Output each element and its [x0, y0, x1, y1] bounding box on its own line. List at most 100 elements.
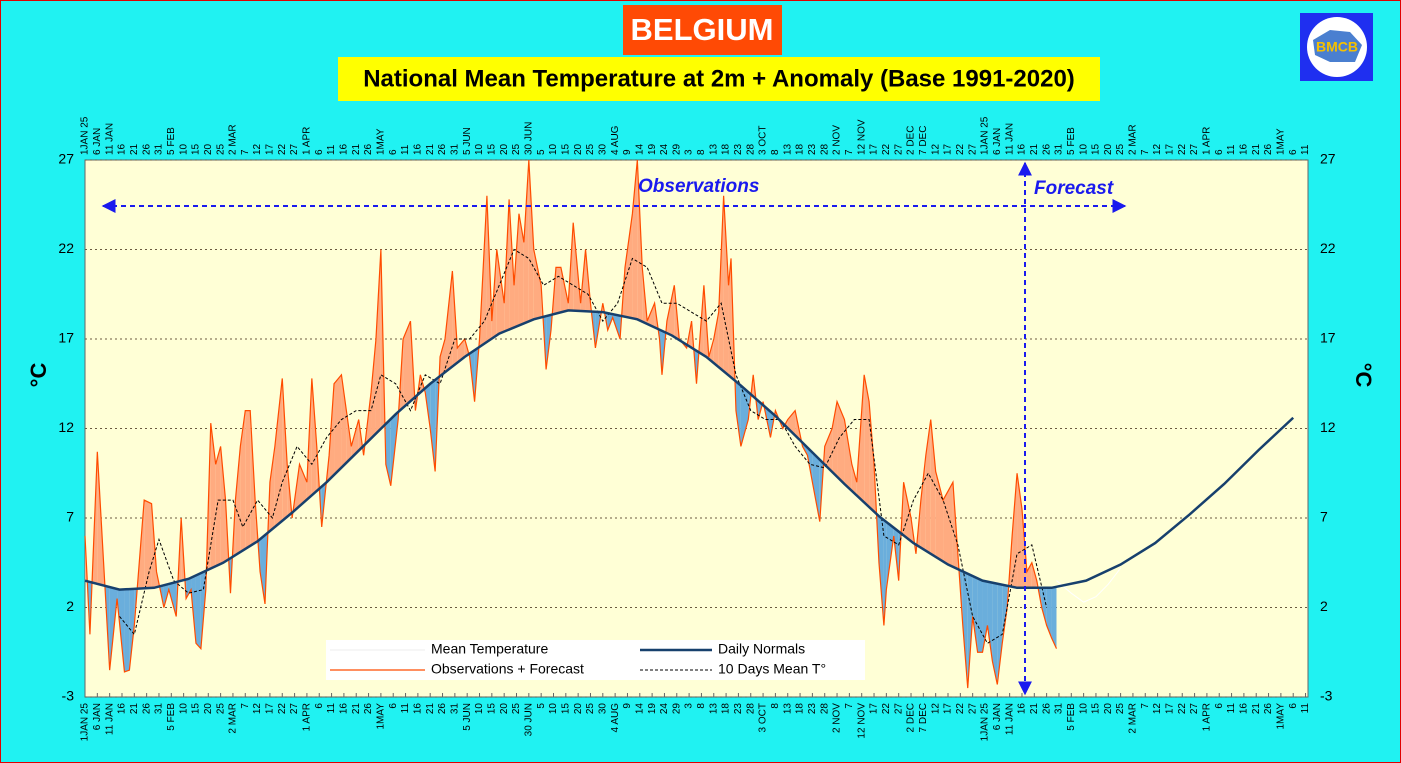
- anomaly-area: [457, 339, 465, 363]
- x-tick-label-top: 11: [326, 144, 337, 155]
- x-tick-label: 6: [388, 703, 399, 709]
- x-tick-label-top: 7: [844, 149, 855, 155]
- x-tick-label-top: 29: [671, 143, 682, 155]
- x-tick-label-top: 5: [536, 149, 547, 155]
- anomaly-area: [299, 464, 307, 507]
- y-tick-label: 12: [58, 419, 74, 435]
- x-tick-label: 10: [178, 703, 189, 715]
- y-tick-label: 27: [58, 151, 74, 167]
- x-tick-label: 6: [314, 703, 325, 709]
- x-tick-label: 17: [869, 703, 880, 715]
- x-tick-label-top: 27: [893, 143, 904, 155]
- x-tick-label-top: 21: [351, 143, 362, 155]
- legend-label: Observations + Forecast: [431, 661, 584, 677]
- x-tick-label-top: 10: [178, 143, 189, 155]
- x-tick-label: 12: [1152, 703, 1163, 715]
- x-tick-label-top: 6 JAN: [992, 128, 1003, 155]
- x-tick-label: 23: [733, 703, 744, 715]
- x-tick-label-top: 25: [215, 143, 226, 155]
- x-tick-label: 31: [1054, 703, 1065, 715]
- x-tick-label: 22: [1177, 703, 1188, 715]
- anomaly-area: [341, 374, 347, 468]
- anomaly-area: [982, 580, 988, 653]
- anomaly-area: [977, 578, 983, 653]
- x-tick-label-top: 20: [203, 143, 214, 155]
- x-tick-label: 17: [1165, 703, 1176, 715]
- x-tick-label: 26: [1263, 703, 1274, 715]
- anomaly-area: [992, 582, 998, 685]
- x-tick-label-top: 1 APR: [302, 127, 313, 155]
- x-tick-label: 6: [1214, 703, 1225, 709]
- anomaly-area: [878, 516, 884, 626]
- anomaly-area: [824, 428, 833, 472]
- x-tick-label: 21: [425, 703, 436, 715]
- x-tick-label: 15: [191, 703, 202, 715]
- anomaly-area: [1012, 473, 1018, 588]
- x-tick-label-top: 22: [277, 143, 288, 155]
- x-tick-label: 25: [511, 703, 522, 715]
- lines: [84, 159, 1295, 689]
- x-tick-label: 30 JUN: [523, 703, 534, 736]
- x-tick-label-top: 1 APR: [1202, 127, 1213, 155]
- anomaly-area: [925, 419, 931, 554]
- anomaly-area: [962, 571, 968, 689]
- x-tick-label-top: 17: [869, 143, 880, 155]
- x-tick-label: 1 APR: [1202, 703, 1213, 731]
- anomaly-area: [260, 535, 265, 604]
- x-tick-label-top: 18: [795, 143, 806, 155]
- anomaly-area: [129, 588, 135, 671]
- x-tick-label: 27: [289, 703, 300, 715]
- x-tick-label-top: 8: [770, 149, 781, 155]
- anomaly-area: [735, 381, 741, 447]
- x-tick-label-top: 14: [634, 143, 645, 155]
- chart-title: BELGIUM: [631, 12, 774, 47]
- x-tick-label-top: 19: [647, 143, 658, 155]
- y-tick-label-right: 7: [1320, 509, 1328, 525]
- x-tick-label-top: 26: [141, 143, 152, 155]
- anomaly-area: [430, 379, 436, 472]
- anomaly-area: [215, 446, 221, 567]
- x-tick-label: 16: [413, 703, 424, 715]
- y-tick-label: 7: [66, 509, 74, 525]
- y-tick-label-right: 12: [1320, 419, 1336, 435]
- grid: [85, 159, 1308, 698]
- x-tick-label: 18: [721, 703, 732, 715]
- anomaly-area: [496, 249, 505, 336]
- x-tick-label-top: 25: [1115, 143, 1126, 155]
- x-tick-label: 2 MAR: [1128, 703, 1139, 734]
- x-tick-label: 26: [1041, 703, 1052, 715]
- x-tick-label: 14: [634, 703, 645, 715]
- x-tick-label: 3 OCT: [758, 703, 769, 732]
- x-tick-label-top: 1JAN 25: [80, 116, 91, 155]
- x-tick-label: 31: [154, 703, 165, 715]
- x-tick-label-top: 16: [1239, 143, 1250, 155]
- y-tick-label-right: -3: [1320, 688, 1333, 704]
- x-tick-label: 30: [597, 703, 608, 715]
- x-tick-label-top: 4 AUG: [610, 125, 621, 155]
- x-tick-label: 8: [696, 703, 707, 709]
- y-tick-label: 17: [58, 330, 74, 346]
- y-tick-label: 22: [58, 240, 74, 256]
- x-tick-label: 19: [647, 703, 658, 715]
- y-axis-label: °C: [26, 363, 51, 388]
- x-tick-label-top: 15: [560, 143, 571, 155]
- x-tick-label: 13: [708, 703, 719, 715]
- anomaly-area: [195, 573, 201, 649]
- x-tick-label-top: 31: [1054, 143, 1065, 155]
- anomaly-area: [948, 482, 953, 567]
- legend-entries: Mean Temperature Observations + Forecast D…: [330, 641, 826, 677]
- x-tick-label: 2 DEC: [906, 703, 917, 732]
- x-tick-label: 16: [1239, 703, 1250, 715]
- x-tick-label-top: 26: [1263, 143, 1274, 155]
- x-tick-label: 5 JUN: [462, 703, 473, 731]
- x-tick-label: 8: [770, 703, 781, 709]
- x-tick-label-top: 8: [696, 149, 707, 155]
- chart-subtitle: National Mean Temperature at 2m + Anomal…: [363, 65, 1075, 92]
- subtitle-box: [338, 57, 1100, 101]
- x-tick-label: 1MAY: [376, 703, 387, 730]
- x-tick-label-top: 13: [708, 143, 719, 155]
- series-line: [1056, 567, 1121, 603]
- anomaly-area: [514, 213, 519, 328]
- x-tick-label: 20: [499, 703, 510, 715]
- x-tick-label: 27: [1189, 703, 1200, 715]
